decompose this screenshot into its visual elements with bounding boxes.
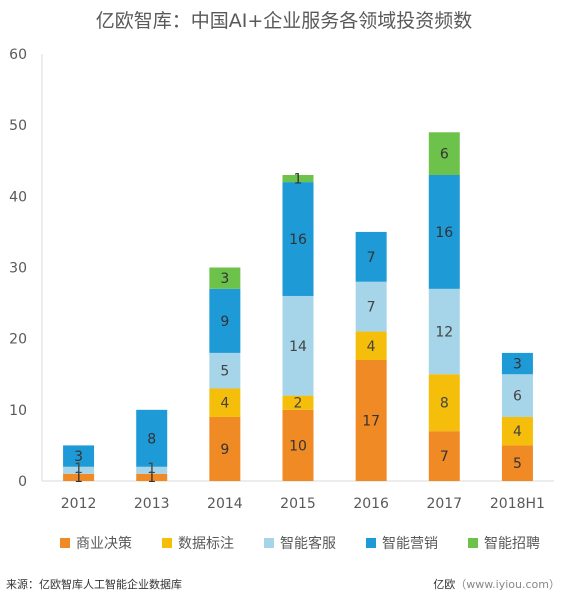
bar-value-label: 8 bbox=[147, 431, 156, 447]
x-tick-label: 2018H1 bbox=[490, 496, 545, 512]
x-tick-label: 2013 bbox=[134, 496, 170, 512]
x-axis: 2012 2013 2014 2015 2016 2017 2018H1 bbox=[42, 480, 554, 512]
bar-value-label: 16 bbox=[289, 232, 307, 248]
bar-segment bbox=[355, 231, 387, 282]
legend-swatch bbox=[366, 538, 376, 548]
bar-value-label: 10 bbox=[289, 438, 307, 454]
bar-segment bbox=[209, 416, 241, 481]
y-tick-label: 30 bbox=[9, 261, 27, 277]
bar-segment bbox=[282, 295, 314, 396]
bar-value-label: 6 bbox=[513, 389, 522, 405]
bar-segment bbox=[501, 352, 533, 375]
y-tick-label: 0 bbox=[18, 474, 27, 490]
legend-swatch bbox=[60, 538, 70, 548]
chart-title: 亿欧智库：中国AI+企业服务各领域投资频数 bbox=[95, 10, 473, 32]
source-note: 来源：亿欧智库人工智能企业数据库 bbox=[6, 578, 182, 591]
bar-value-label: 3 bbox=[220, 271, 229, 287]
bar-value-label: 5 bbox=[220, 364, 229, 380]
bar-value-label: 7 bbox=[367, 300, 376, 316]
legend-label: 数据标注 bbox=[178, 536, 234, 552]
bar-segment bbox=[355, 281, 387, 332]
y-tick-label: 10 bbox=[9, 403, 27, 419]
legend-item: 数据标注 bbox=[162, 533, 234, 553]
bar-segment bbox=[136, 473, 168, 481]
legend-item: 智能营销 bbox=[366, 533, 438, 553]
x-tick-label: 2017 bbox=[426, 496, 462, 512]
legend-item: 智能客服 bbox=[264, 533, 336, 553]
bar-segment bbox=[209, 352, 241, 389]
bar-value-label: 3 bbox=[513, 357, 522, 373]
legend-swatch bbox=[468, 538, 478, 548]
bar-segment bbox=[136, 409, 168, 467]
bar-segment bbox=[136, 466, 168, 474]
bar-segment bbox=[209, 288, 241, 353]
bar-segment bbox=[209, 388, 241, 417]
bar-segment bbox=[63, 445, 95, 467]
bar-segment bbox=[63, 466, 95, 474]
bar-value-label: 16 bbox=[435, 225, 453, 241]
bar-value-label: 4 bbox=[367, 339, 376, 355]
bar-value-label: 1 bbox=[147, 470, 156, 486]
bar-segment bbox=[282, 409, 314, 481]
bar-segment bbox=[428, 374, 460, 432]
bar-value-label: 12 bbox=[435, 325, 453, 341]
legend-swatch bbox=[162, 538, 172, 548]
legend-label: 智能招聘 bbox=[484, 536, 540, 552]
watermark-site: （www.iyiou.com） bbox=[455, 578, 560, 591]
x-tick-label: 2012 bbox=[61, 496, 97, 512]
bar-segment bbox=[428, 288, 460, 375]
bar-value-label: 2 bbox=[294, 396, 303, 412]
bar-value-label: 7 bbox=[367, 250, 376, 266]
bar-segment bbox=[282, 174, 314, 183]
legend-item: 智能招聘 bbox=[468, 533, 540, 553]
x-tick-label: 2014 bbox=[207, 496, 243, 512]
legend-label: 智能客服 bbox=[280, 536, 336, 552]
bar-value-label: 1 bbox=[74, 461, 83, 477]
bar-value-label: 1 bbox=[294, 172, 303, 188]
y-tick-label: 20 bbox=[9, 332, 27, 348]
bar-value-label: 9 bbox=[220, 442, 229, 458]
legend-label: 商业决策 bbox=[76, 536, 132, 552]
bar-value-label: 6 bbox=[440, 147, 449, 163]
watermark: 亿欧（www.iyiou.com） bbox=[433, 576, 560, 592]
legend-item: 商业决策 bbox=[60, 533, 132, 553]
bar-value-label: 7 bbox=[440, 449, 449, 465]
bar-segment bbox=[501, 374, 533, 417]
bar-segment bbox=[428, 132, 460, 175]
bar-segment bbox=[282, 395, 314, 410]
bar-segment bbox=[209, 267, 241, 289]
bar-value-label: 17 bbox=[362, 414, 380, 430]
bar-value-label: 1 bbox=[74, 470, 83, 486]
legend-swatch bbox=[264, 538, 274, 548]
bar-value-label: 8 bbox=[440, 396, 449, 412]
bar-value-label: 1 bbox=[147, 461, 156, 477]
watermark-brand: 亿欧 bbox=[433, 578, 456, 591]
bar-segment bbox=[428, 431, 460, 481]
y-tick-label: 60 bbox=[9, 47, 27, 63]
bar-value-label: 9 bbox=[220, 314, 229, 330]
x-tick-label: 2015 bbox=[280, 496, 316, 512]
bar-value-label: 4 bbox=[220, 396, 229, 412]
bar-segment bbox=[355, 331, 387, 361]
y-tick-label: 50 bbox=[9, 118, 27, 134]
bar-segment bbox=[501, 445, 533, 481]
bar-value-label: 3 bbox=[74, 449, 83, 465]
bar-segment bbox=[501, 416, 533, 446]
y-tick-label: 40 bbox=[9, 189, 27, 205]
bar-value-label: 4 bbox=[513, 424, 522, 440]
bars bbox=[63, 132, 533, 481]
bar-value-label: 14 bbox=[289, 339, 307, 355]
legend-label: 智能营销 bbox=[382, 536, 438, 552]
bar-segment bbox=[63, 473, 95, 481]
bar-segment bbox=[355, 360, 387, 481]
bar-value-label: 5 bbox=[513, 456, 522, 472]
bar-segment bbox=[282, 182, 314, 296]
y-axis: 0 10 20 30 40 50 60 bbox=[9, 47, 43, 490]
legend: 商业决策 数据标注 智能客服 智能营销 智能招聘 bbox=[60, 533, 540, 553]
x-tick-label: 2016 bbox=[353, 496, 389, 512]
bar-segment bbox=[428, 174, 460, 289]
